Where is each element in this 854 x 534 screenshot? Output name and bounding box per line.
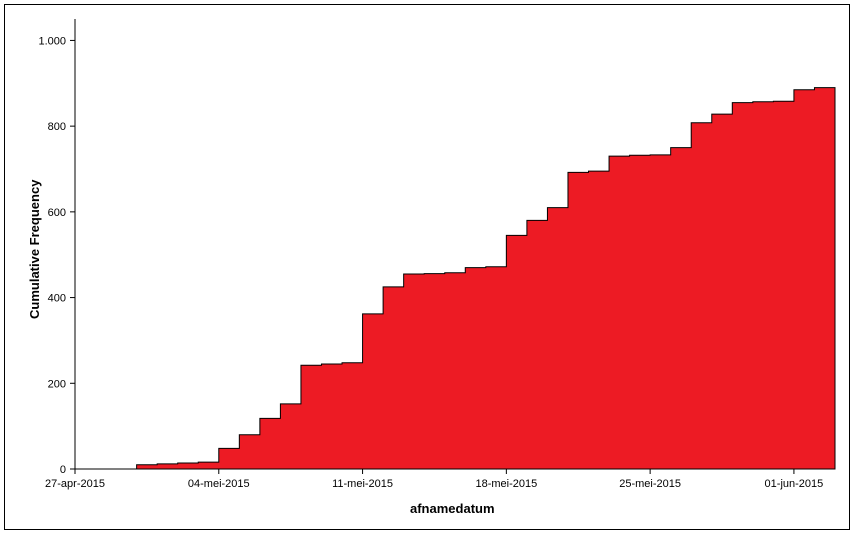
x-tick-label: 18-mei-2015 [475, 478, 537, 490]
x-tick-label: 25-mei-2015 [619, 478, 681, 490]
x-axis-title: afnamedatum [410, 501, 495, 516]
y-tick-label: 1.000 [38, 35, 66, 47]
x-tick-label: 04-mei-2015 [188, 478, 250, 490]
y-tick-label: 600 [48, 207, 66, 219]
y-tick-label: 200 [48, 378, 66, 390]
y-tick-label: 400 [48, 293, 66, 305]
chart-plot: 0 200 400 600 800 1.000 27-apr-2015 04-mei-2015… [5, 5, 851, 531]
y-axis-title: Cumulative Frequency [27, 180, 42, 319]
x-tick-label: 11-mei-2015 [332, 478, 393, 490]
y-tick-label: 0 [60, 464, 66, 476]
x-tick-label: 27-apr-2015 [45, 478, 105, 490]
chart-frame: 0 200 400 600 800 1.000 27-apr-2015 04-mei-2015… [4, 4, 850, 530]
y-tick-label: 800 [48, 121, 66, 133]
x-tick-label: 01-jun-2015 [765, 478, 824, 490]
